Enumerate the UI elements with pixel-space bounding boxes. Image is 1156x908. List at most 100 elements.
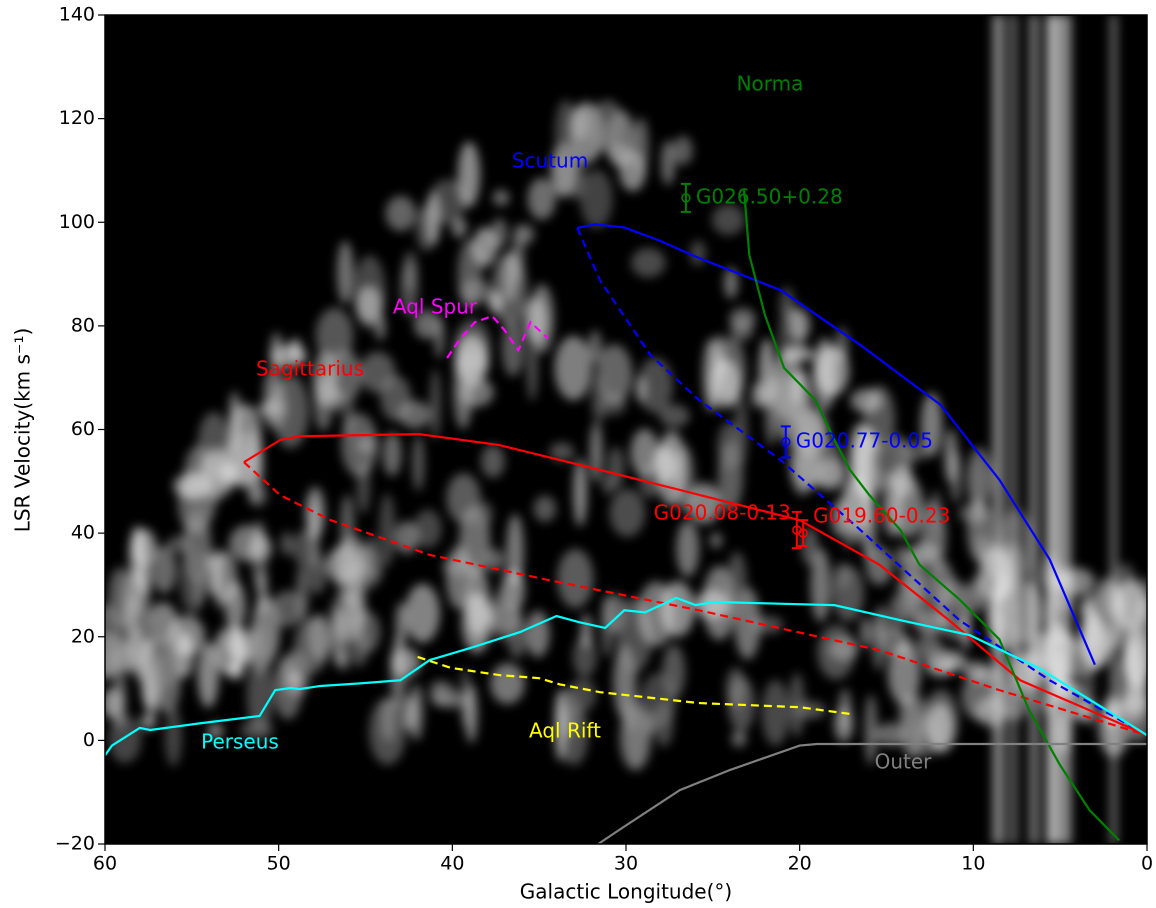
- emission-blob: [484, 548, 504, 572]
- emission-streak: [1046, 15, 1054, 844]
- emission-blob: [864, 694, 878, 766]
- emission-blob: [554, 689, 566, 762]
- x-tick-label: 10: [961, 853, 985, 875]
- emission-blob: [391, 647, 421, 678]
- emission-blob: [637, 357, 673, 414]
- emission-blob: [151, 545, 177, 594]
- arm-line: [577, 223, 1096, 666]
- emission-blob: [141, 712, 156, 730]
- emission-blob: [558, 702, 589, 766]
- emission-blob: [270, 332, 283, 373]
- emission-blob: [590, 100, 625, 152]
- emission-blob: [382, 431, 402, 477]
- emission-blob: [860, 616, 872, 648]
- y-tick-label: 20: [71, 625, 95, 647]
- emission-blob: [961, 673, 997, 720]
- emission-blob: [395, 521, 419, 554]
- emission-blob: [341, 413, 378, 477]
- x-tick-label: 60: [93, 853, 117, 875]
- x-tick-label: 30: [614, 853, 638, 875]
- emission-blob: [192, 571, 205, 606]
- emission-blob: [815, 345, 850, 397]
- emission-blob: [486, 602, 523, 631]
- arm-line: [243, 461, 1147, 737]
- y-tick-label: 0: [83, 729, 95, 751]
- emission-blob: [1123, 632, 1140, 686]
- y-axis-label: LSR Velocity(km s⁻¹): [11, 328, 35, 533]
- emission-blob: [291, 529, 320, 567]
- source-marker: [798, 528, 808, 538]
- emission-blob: [167, 535, 192, 553]
- emission-blob: [433, 681, 457, 706]
- emission-blob: [375, 313, 386, 341]
- emission-blob: [246, 658, 274, 733]
- emission-blob: [1114, 579, 1147, 631]
- arm-line: [446, 314, 549, 359]
- emission-blob: [690, 240, 706, 266]
- emission-blob: [272, 374, 309, 449]
- emission-blob: [861, 489, 877, 562]
- emission-blob: [897, 442, 930, 462]
- emission-blob: [257, 570, 269, 618]
- emission-blob: [927, 702, 954, 752]
- emission-blob: [398, 400, 431, 429]
- emission-blob: [833, 562, 852, 590]
- emission-blob: [517, 224, 535, 245]
- emission-blob: [451, 217, 467, 238]
- emission-blob: [711, 204, 745, 236]
- emission-blob: [729, 307, 756, 330]
- emission-blob: [572, 636, 597, 678]
- emission-blob: [761, 679, 790, 746]
- arm-line: [597, 742, 1147, 844]
- emission-blob: [967, 498, 992, 563]
- emission-image: [105, 15, 1147, 844]
- emission-blob: [147, 602, 179, 647]
- emission-blob: [526, 610, 550, 658]
- emission-blob: [197, 642, 219, 708]
- emission-blob: [369, 697, 406, 765]
- emission-blob: [568, 678, 597, 712]
- emission-blob: [1125, 675, 1146, 724]
- emission-blob: [751, 382, 765, 408]
- emission-blob: [570, 108, 590, 141]
- x-axis-label: Galactic Longitude(°): [520, 880, 732, 904]
- emission-blob: [601, 474, 615, 495]
- emission-blob: [901, 548, 926, 622]
- emission-blob: [753, 616, 784, 634]
- emission-blob: [731, 730, 747, 747]
- emission-streak: [1010, 15, 1017, 844]
- emission-blob: [569, 153, 586, 200]
- emission-blob: [659, 404, 690, 428]
- emission-blob: [461, 592, 492, 654]
- emission-blob: [315, 307, 354, 364]
- emission-blob: [229, 391, 240, 436]
- x-tick-label: 0: [1141, 853, 1153, 875]
- emission-blob: [676, 520, 700, 577]
- emission-blob: [709, 532, 723, 549]
- y-tick-label: 140: [59, 4, 95, 26]
- arm-label: Outer: [875, 750, 933, 774]
- arm-label: Scutum: [512, 149, 588, 173]
- arm-label: Perseus: [201, 730, 279, 754]
- emission-blob: [207, 722, 224, 740]
- emission-blob: [952, 584, 988, 615]
- emission-blob: [271, 590, 304, 628]
- emission-blob: [944, 429, 958, 484]
- emission-blob: [717, 422, 740, 470]
- emission-blob: [589, 422, 603, 483]
- emission-blob: [335, 535, 368, 582]
- emission-blob: [481, 444, 505, 478]
- emission-blob: [527, 177, 556, 220]
- y-tick-label: 120: [59, 107, 95, 129]
- emission-blob: [399, 262, 419, 317]
- emission-blob: [780, 346, 815, 363]
- emission-blob: [930, 489, 942, 542]
- emission-blob: [580, 169, 613, 229]
- y-tick-label: 40: [71, 522, 95, 544]
- emission-blob: [588, 330, 602, 363]
- emission-blob: [490, 663, 525, 705]
- y-tick-label: −20: [55, 833, 95, 855]
- emission-blob: [557, 549, 594, 609]
- emission-blob: [465, 684, 478, 744]
